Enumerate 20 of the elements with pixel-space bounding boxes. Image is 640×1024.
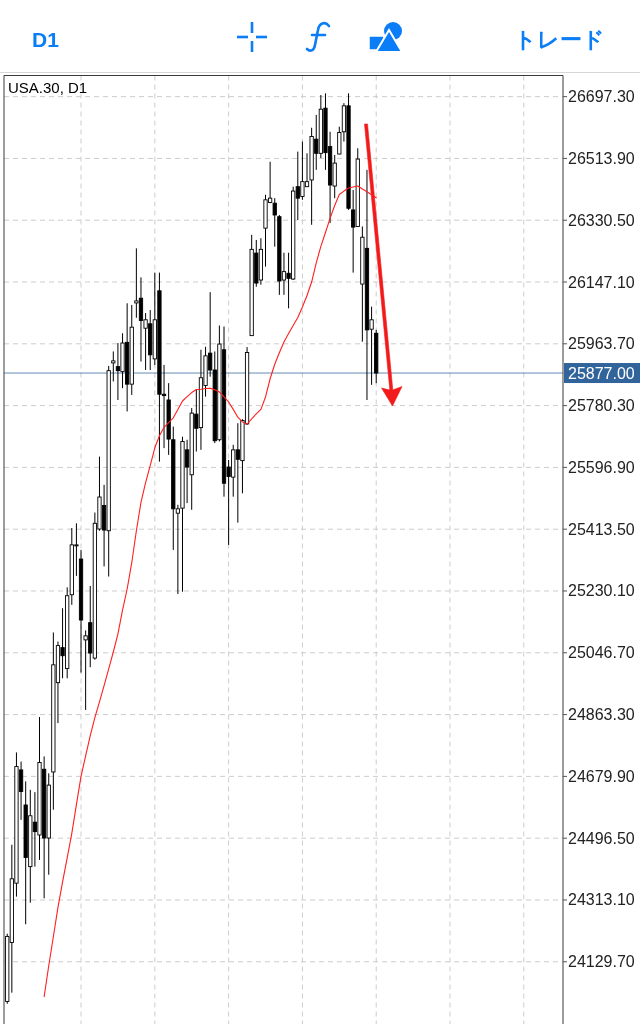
y-tick-label: 24679.90 [568,767,635,785]
y-tick-label: 24129.70 [568,953,635,971]
y-tick-label: 24863.30 [568,706,635,724]
y-tick-label: 25780.30 [568,397,635,415]
y-tick-label: 24313.10 [568,891,635,909]
y-tick-label: 26147.10 [568,273,635,291]
y-tick-label: 26330.50 [568,211,635,229]
annotation: トレード [514,26,605,52]
y-tick-label: 26513.90 [568,149,635,167]
y-tick-label: 25046.70 [568,644,635,662]
ref-line-label: 25877.00 [568,364,635,382]
y-tick-label: 25230.10 [568,582,635,600]
y-tick-label: 26697.30 [568,88,635,106]
y-tick-label: 25413.50 [568,520,635,538]
title: USA.30, D1 [8,78,88,96]
y-tick-label: 24496.50 [568,829,635,847]
y-tick-label: 25963.70 [568,335,635,353]
annotation: D1 [32,27,59,51]
y-tick-label: 25596.90 [568,458,635,476]
ref-label: 25877.00 [564,363,640,383]
